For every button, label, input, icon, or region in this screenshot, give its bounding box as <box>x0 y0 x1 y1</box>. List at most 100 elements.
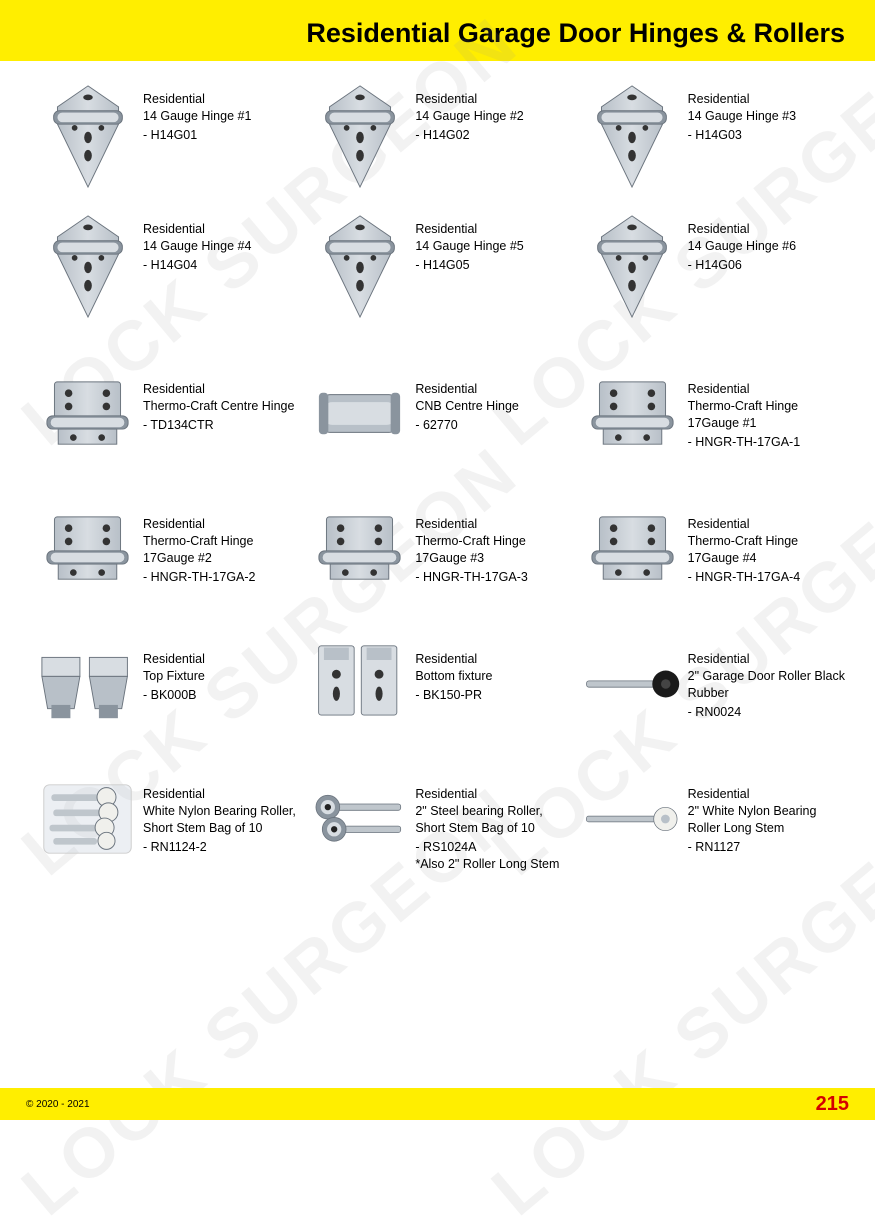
product-line2: 2" White Nylon Bearing Roller Long Stem <box>688 803 845 837</box>
product-item: Residential14 Gauge Hinge #4 - H14G04 <box>40 211 300 321</box>
product-text: ResidentialThermo-Craft Centre Hinge - TD… <box>143 371 294 434</box>
product-image <box>585 81 680 191</box>
product-line1: Residential <box>688 381 845 398</box>
product-text: Residential14 Gauge Hinge #3 - H14G03 <box>688 81 796 144</box>
product-item: ResidentialThermo-Craft Hinge 17Gauge #4… <box>585 506 845 591</box>
product-text: ResidentialBottom fixture - BK150-PR <box>415 641 492 704</box>
product-line1: Residential <box>688 221 796 238</box>
product-text: ResidentialCNB Centre Hinge- 62770 <box>415 371 519 434</box>
product-text: Residential14 Gauge Hinge #4 - H14G04 <box>143 211 251 274</box>
product-line1: Residential <box>143 91 251 108</box>
product-item: ResidentialThermo-Craft Hinge 17Gauge #1… <box>585 371 845 456</box>
product-image <box>40 506 135 591</box>
product-image <box>40 371 135 456</box>
product-item: ResidentialCNB Centre Hinge- 62770 <box>312 371 572 456</box>
product-line2: 14 Gauge Hinge #4 <box>143 238 251 255</box>
product-grid: Residential14 Gauge Hinge #1- H14G01 Res… <box>40 81 845 872</box>
product-text: Residential14 Gauge Hinge #6 - H14G06 <box>688 211 796 274</box>
product-image <box>40 641 135 726</box>
product-line1: Residential <box>688 516 845 533</box>
product-sku: - RN1124-2 <box>143 839 300 856</box>
product-line1: Residential <box>415 221 523 238</box>
product-line1: Residential <box>143 221 251 238</box>
product-item: Residential2" Steel bearing Roller, Shor… <box>312 776 572 872</box>
product-sku: - BK000B <box>143 687 205 704</box>
product-text: ResidentialThermo-Craft Hinge 17Gauge #1… <box>688 371 845 451</box>
product-sku: - H14G01 <box>143 127 251 144</box>
product-line2: Bottom fixture <box>415 668 492 685</box>
product-sku: - HNGR-TH-17GA-3 <box>415 569 572 586</box>
page-title: Residential Garage Door Hinges & Rollers <box>0 18 845 49</box>
product-line2: 14 Gauge Hinge #6 <box>688 238 796 255</box>
product-item: Residential14 Gauge Hinge #6 - H14G06 <box>585 211 845 321</box>
page-header: Residential Garage Door Hinges & Rollers <box>0 0 875 61</box>
product-image <box>312 371 407 456</box>
product-sku: - H14G02 <box>415 127 523 144</box>
product-sku: - H14G06 <box>688 257 796 274</box>
product-text: Residential14 Gauge Hinge #1 - H14G01 <box>143 81 251 144</box>
product-item: Residential14 Gauge Hinge #2- H14G02 <box>312 81 572 191</box>
product-image <box>312 211 407 321</box>
product-sku: - H14G03 <box>688 127 796 144</box>
product-item: Residential14 Gauge Hinge #5- H14G05 <box>312 211 572 321</box>
product-image <box>585 641 680 726</box>
product-line1: Residential <box>415 381 519 398</box>
product-line2: Top Fixture <box>143 668 205 685</box>
product-sku: - TD134CTR <box>143 417 294 434</box>
product-line2: Thermo-Craft Centre Hinge <box>143 398 294 415</box>
product-line1: Residential <box>143 786 300 803</box>
product-image <box>585 506 680 591</box>
product-text: Residential14 Gauge Hinge #5- H14G05 <box>415 211 523 274</box>
product-line1: Residential <box>415 516 572 533</box>
product-image <box>312 776 407 861</box>
product-sku: - RN0024 <box>688 704 845 721</box>
product-line2: Thermo-Craft Hinge 17Gauge #2 <box>143 533 300 567</box>
product-text: Residential2" White Nylon Bearing Roller… <box>688 776 845 856</box>
product-item: ResidentialThermo-Craft Centre Hinge - TD… <box>40 371 300 456</box>
product-item: Residential2" Garage Door Roller Black R… <box>585 641 845 726</box>
product-sku: - BK150-PR <box>415 687 492 704</box>
product-line2: 14 Gauge Hinge #1 <box>143 108 251 125</box>
product-image <box>585 776 680 861</box>
product-item: ResidentialThermo-Craft Hinge 17Gauge #3… <box>312 506 572 591</box>
product-image <box>312 81 407 191</box>
copyright-text: © 2020 - 2021 <box>26 1099 90 1110</box>
product-line2: Thermo-Craft Hinge 17Gauge #1 <box>688 398 845 432</box>
product-image <box>40 776 135 861</box>
product-text: Residential2" Garage Door Roller Black R… <box>688 641 845 721</box>
product-line2: Thermo-Craft Hinge 17Gauge #3 <box>415 533 572 567</box>
content-area: LOCK SURGEON LOCK SURGEON LOCK SURGEON L… <box>0 61 875 872</box>
product-extra: *Also 2" Roller Long Stem <box>415 856 572 873</box>
product-item: ResidentialTop Fixture - BK000B <box>40 641 300 726</box>
product-sku: - H14G04 <box>143 257 251 274</box>
product-image <box>585 211 680 321</box>
product-line1: Residential <box>143 651 205 668</box>
product-line1: Residential <box>143 381 294 398</box>
product-text: ResidentialTop Fixture - BK000B <box>143 641 205 704</box>
product-sku: - RN1127 <box>688 839 845 856</box>
product-item: Residential14 Gauge Hinge #1 - H14G01 <box>40 81 300 191</box>
product-line2: 14 Gauge Hinge #5 <box>415 238 523 255</box>
product-line1: Residential <box>688 651 845 668</box>
page-number: 215 <box>816 1093 849 1116</box>
product-line1: Residential <box>415 786 572 803</box>
product-image <box>312 506 407 591</box>
product-item: ResidentialBottom fixture - BK150-PR <box>312 641 572 726</box>
product-sku: - HNGR-TH-17GA-4 <box>688 569 845 586</box>
product-line1: Residential <box>415 91 523 108</box>
product-text: Residential2" Steel bearing Roller, Shor… <box>415 776 572 872</box>
page-footer: © 2020 - 2021 215 <box>0 1088 875 1120</box>
product-line1: Residential <box>415 651 492 668</box>
product-sku: - HNGR-TH-17GA-1 <box>688 434 845 451</box>
product-item: Residential14 Gauge Hinge #3 - H14G03 <box>585 81 845 191</box>
product-line1: Residential <box>143 516 300 533</box>
product-line1: Residential <box>688 91 796 108</box>
product-sku: - 62770 <box>415 417 519 434</box>
product-image <box>40 81 135 191</box>
product-line2: 2" Steel bearing Roller, Short Stem Bag … <box>415 803 572 837</box>
product-image <box>312 641 407 726</box>
product-text: ResidentialThermo-Craft Hinge 17Gauge #4… <box>688 506 845 586</box>
product-line2: 14 Gauge Hinge #3 <box>688 108 796 125</box>
product-sku: - RS1024A <box>415 839 572 856</box>
product-item: ResidentialWhite Nylon Bearing Roller, S… <box>40 776 300 872</box>
